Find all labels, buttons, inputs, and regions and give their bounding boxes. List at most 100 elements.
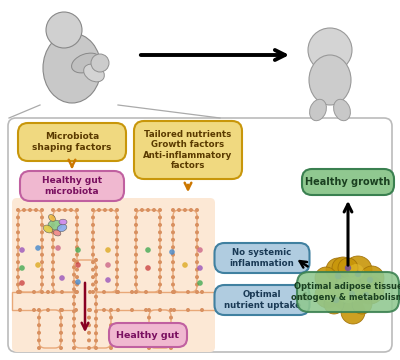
Circle shape (315, 267, 337, 289)
Circle shape (356, 276, 384, 304)
Circle shape (16, 208, 20, 212)
FancyBboxPatch shape (302, 169, 394, 195)
Circle shape (51, 223, 55, 227)
Circle shape (16, 215, 20, 220)
Circle shape (74, 290, 78, 294)
Circle shape (59, 275, 65, 281)
Circle shape (333, 297, 339, 303)
Circle shape (130, 290, 134, 294)
Circle shape (46, 290, 50, 294)
Circle shape (75, 290, 79, 294)
Circle shape (140, 208, 144, 212)
Circle shape (195, 215, 199, 220)
FancyBboxPatch shape (173, 210, 197, 292)
Circle shape (169, 316, 173, 320)
Circle shape (197, 247, 203, 253)
Circle shape (115, 275, 119, 279)
Circle shape (75, 208, 79, 212)
Circle shape (134, 290, 138, 294)
Circle shape (16, 238, 20, 242)
Circle shape (94, 265, 98, 269)
Circle shape (37, 338, 41, 342)
Circle shape (72, 317, 76, 321)
Circle shape (51, 238, 55, 242)
Circle shape (59, 323, 63, 327)
Circle shape (40, 267, 44, 272)
Circle shape (72, 295, 76, 299)
Circle shape (88, 290, 92, 294)
Circle shape (134, 253, 138, 257)
Text: Optimal
nutrient uptake: Optimal nutrient uptake (224, 290, 300, 310)
Circle shape (115, 267, 119, 272)
FancyBboxPatch shape (74, 260, 96, 348)
Ellipse shape (72, 53, 100, 73)
Circle shape (344, 256, 372, 284)
Circle shape (51, 253, 55, 257)
Ellipse shape (59, 219, 67, 225)
Text: Healthy growth: Healthy growth (305, 177, 391, 187)
Circle shape (158, 230, 162, 234)
Circle shape (195, 230, 199, 234)
Circle shape (145, 247, 151, 253)
Circle shape (134, 215, 138, 220)
Circle shape (116, 290, 120, 294)
FancyBboxPatch shape (89, 310, 111, 348)
Circle shape (171, 208, 175, 212)
Circle shape (360, 266, 384, 290)
Circle shape (72, 273, 76, 277)
Circle shape (60, 308, 64, 312)
Circle shape (308, 28, 352, 72)
Circle shape (87, 338, 91, 342)
Circle shape (75, 223, 79, 227)
Circle shape (91, 238, 95, 242)
Circle shape (197, 265, 203, 271)
FancyBboxPatch shape (53, 210, 77, 292)
Circle shape (189, 208, 193, 212)
Circle shape (35, 245, 41, 251)
Circle shape (335, 273, 341, 279)
Circle shape (22, 208, 26, 212)
Circle shape (158, 308, 162, 312)
Circle shape (59, 308, 63, 312)
Circle shape (134, 230, 138, 234)
Circle shape (322, 286, 338, 302)
Circle shape (34, 208, 38, 212)
Bar (12, 292, 215, 310)
Circle shape (91, 290, 95, 294)
Circle shape (172, 290, 176, 294)
Circle shape (147, 323, 151, 327)
FancyBboxPatch shape (109, 323, 187, 347)
Ellipse shape (43, 33, 101, 103)
Circle shape (195, 267, 199, 272)
Circle shape (195, 260, 199, 264)
Circle shape (16, 223, 20, 227)
Circle shape (19, 247, 25, 253)
Circle shape (345, 265, 351, 271)
Circle shape (105, 247, 111, 253)
Circle shape (19, 265, 25, 271)
Circle shape (72, 265, 76, 269)
Circle shape (94, 309, 98, 313)
Circle shape (16, 245, 20, 249)
Circle shape (40, 208, 44, 212)
Ellipse shape (43, 225, 53, 233)
Circle shape (169, 331, 173, 335)
Circle shape (91, 253, 95, 257)
Circle shape (94, 280, 98, 284)
Circle shape (40, 275, 44, 279)
Circle shape (195, 245, 199, 249)
Circle shape (349, 291, 355, 297)
Circle shape (37, 316, 41, 320)
Circle shape (87, 316, 91, 320)
FancyBboxPatch shape (214, 285, 310, 315)
Circle shape (115, 208, 119, 212)
Circle shape (75, 253, 79, 257)
Circle shape (75, 230, 79, 234)
Circle shape (171, 283, 175, 287)
Circle shape (57, 208, 61, 212)
Circle shape (74, 308, 78, 312)
Circle shape (75, 260, 79, 264)
Circle shape (16, 275, 20, 279)
Text: Optimal adipose tissue
ontogeny & metabolism: Optimal adipose tissue ontogeny & metabo… (291, 282, 400, 302)
Circle shape (75, 283, 79, 287)
